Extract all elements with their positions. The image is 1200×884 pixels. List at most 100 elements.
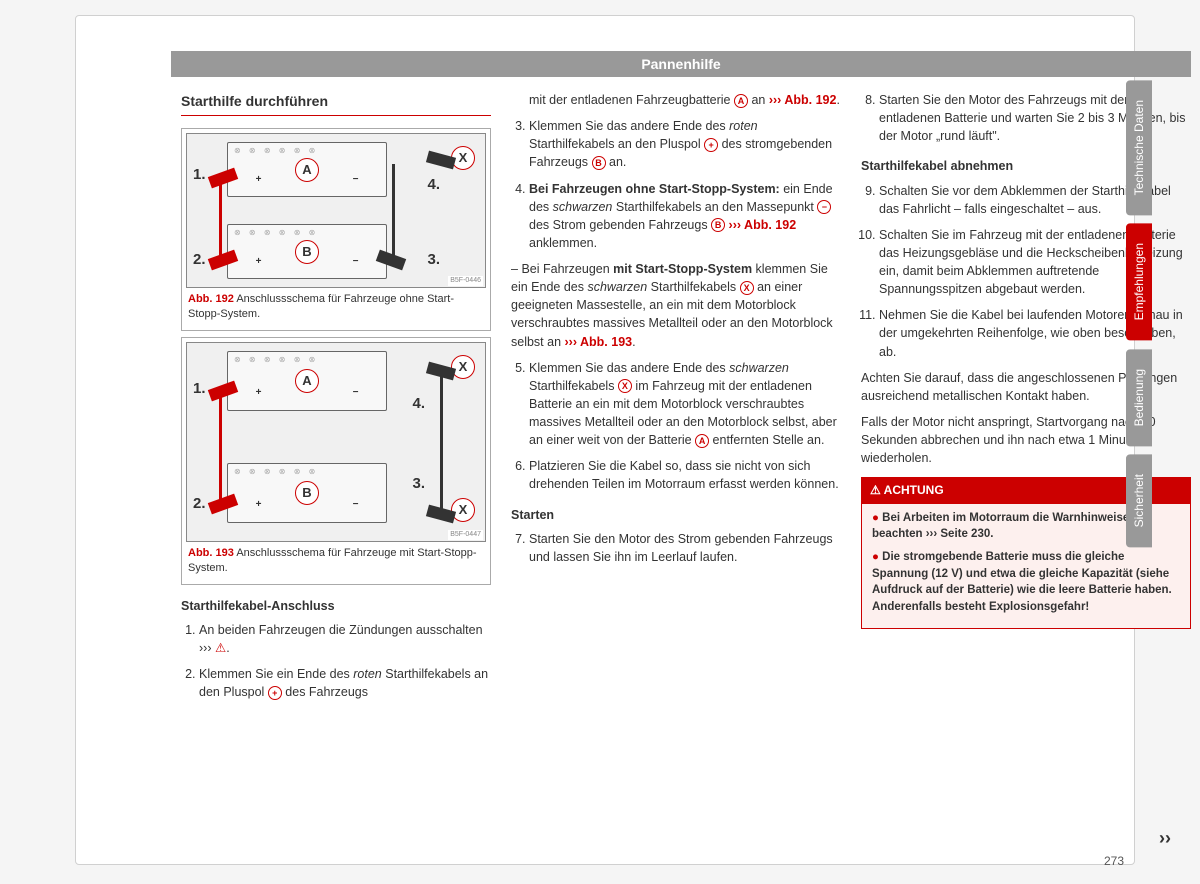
t: Starthilfekabels an den Massepunkt — [612, 200, 817, 214]
t: des Fahrzeugs — [282, 685, 368, 699]
num-3: 3. — [412, 473, 425, 495]
tab-technische-daten[interactable]: Technische Daten — [1126, 80, 1152, 215]
warning-triangle-icon: ⚠ — [215, 641, 226, 655]
battery-cells-icon: ⊗ ⊗ ⊗ ⊗ ⊗ ⊗ — [234, 466, 318, 478]
page-header: Pannenhilfe — [171, 51, 1191, 77]
fig-ref-label: Abb. 192 — [188, 293, 234, 305]
ref-link[interactable]: ››› Abb. 192 — [769, 93, 837, 107]
ref-link[interactable]: ››› Abb. 192 — [729, 218, 797, 232]
plus-terminal: + — [253, 175, 264, 186]
b-circle-icon: B — [711, 218, 725, 232]
num-3: 3. — [427, 249, 440, 271]
column-2: mit der entladenen Fahrzeugbatterie A an… — [511, 91, 841, 861]
num-4: 4. — [427, 174, 440, 196]
t: entfernten Stelle an. — [709, 433, 824, 447]
figure-193: ⊗ ⊗ ⊗ ⊗ ⊗ ⊗ + − A ⊗ ⊗ ⊗ ⊗ ⊗ ⊗ + − B X X — [181, 337, 491, 585]
minus-circle-icon: − — [817, 200, 831, 214]
num-4: 4. — [412, 393, 425, 415]
figure-192-caption: Abb. 192 Anschlussschema für Fahrzeuge o… — [186, 288, 486, 326]
cable-red — [219, 395, 222, 500]
step-2-cont: mit der entladenen Fahrzeugbatterie A an… — [529, 91, 841, 109]
a-circle-icon: A — [695, 434, 709, 448]
battery-cells-icon: ⊗ ⊗ ⊗ ⊗ ⊗ ⊗ — [234, 354, 318, 366]
step-6: Platzieren Sie die Kabel so, dass sie ni… — [529, 457, 841, 493]
t: schwarzen — [553, 200, 613, 214]
step-5: Klemmen Sie das andere Ende des schwarze… — [529, 359, 841, 450]
minus-terminal: − — [350, 500, 361, 511]
ref-link[interactable]: ››› Seite 230 — [926, 528, 991, 540]
plus-circle-icon: + — [704, 138, 718, 152]
steps-list-1: An beiden Fahrzeugen die Zündungen aussc… — [199, 621, 491, 702]
step-3: Klemmen Sie das andere Ende des roten St… — [529, 117, 841, 171]
t: Starthilfekabels an den Pluspol — [529, 137, 704, 151]
step-4: Bei Fahrzeugen ohne Start-Stopp-System: … — [529, 180, 841, 253]
label-x1: X — [451, 355, 475, 379]
t: schwarzen — [729, 361, 789, 375]
t: an — [748, 93, 769, 107]
t: Bei Fahrzeugen — [521, 262, 613, 276]
figure-192: ⊗ ⊗ ⊗ ⊗ ⊗ ⊗ + − A ⊗ ⊗ ⊗ ⊗ ⊗ ⊗ + − B X — [181, 128, 491, 331]
steps-list-3: Klemmen Sie das andere Ende des schwarze… — [529, 359, 841, 494]
t: mit Start-Stopp-System — [613, 262, 752, 276]
continue-arrow-icon: ›› — [1159, 825, 1171, 851]
page-container: Pannenhilfe Starthilfe durchführen ⊗ ⊗ ⊗… — [75, 15, 1135, 865]
x-circle-icon: X — [618, 379, 632, 393]
steps-list-2: Klemmen Sie das andere Ende des roten St… — [529, 117, 841, 252]
battery-cells-icon: ⊗ ⊗ ⊗ ⊗ ⊗ ⊗ — [234, 145, 318, 157]
plus-circle-icon: + — [268, 686, 282, 700]
x-circle-icon: X — [740, 281, 754, 295]
figure-193-caption: Abb. 193 Anschlussschema für Fahrzeuge m… — [186, 542, 486, 580]
dash-item: – Bei Fahrzeugen mit Start-Stopp-System … — [511, 260, 841, 351]
figure-code: B5F-0447 — [448, 530, 483, 540]
t: an. — [606, 155, 627, 169]
num-1: 1. — [193, 164, 206, 186]
t: Klemmen Sie das andere Ende des — [529, 119, 729, 133]
label-b: B — [295, 481, 319, 505]
tab-bedienung[interactable]: Bedienung — [1126, 349, 1152, 446]
figure-code: B5F-0446 — [448, 276, 483, 286]
a-circle-icon: A — [734, 94, 748, 108]
t: Bei Arbeiten im Motorraum die Warnhinwei… — [872, 512, 1129, 541]
subhead-anschluss: Starthilfekabel-Anschluss — [181, 597, 491, 615]
step-1: An beiden Fahrzeugen die Zündungen aussc… — [199, 621, 491, 657]
minus-terminal: − — [350, 257, 361, 268]
num-2: 2. — [193, 493, 206, 515]
b-circle-icon: B — [592, 156, 606, 170]
fig-ref-label: Abb. 193 — [188, 547, 234, 559]
content-columns: Starthilfe durchführen ⊗ ⊗ ⊗ ⊗ ⊗ ⊗ + − A… — [181, 91, 1181, 861]
figure-192-diagram: ⊗ ⊗ ⊗ ⊗ ⊗ ⊗ + − A ⊗ ⊗ ⊗ ⊗ ⊗ ⊗ + − B X — [186, 133, 486, 288]
t: roten — [729, 119, 758, 133]
plus-terminal: + — [253, 388, 264, 399]
minus-terminal: − — [350, 175, 361, 186]
step-7: Starten Sie den Motor des Strom gebenden… — [529, 530, 841, 566]
t: des Strom gebenden Fahrzeugs — [529, 218, 711, 232]
num-1: 1. — [193, 378, 206, 400]
cable-black — [440, 375, 443, 510]
t: roten — [353, 667, 382, 681]
tab-sicherheit[interactable]: Sicherheit — [1126, 454, 1152, 547]
column-1: Starthilfe durchführen ⊗ ⊗ ⊗ ⊗ ⊗ ⊗ + − A… — [181, 91, 491, 861]
label-x2: X — [451, 498, 475, 522]
section-title: Starthilfe durchführen — [181, 91, 491, 116]
plus-terminal: + — [253, 500, 264, 511]
t: schwarzen — [587, 280, 647, 294]
label-a: A — [295, 369, 319, 393]
plus-terminal: + — [253, 257, 264, 268]
subhead-starten: Starten — [511, 506, 841, 524]
t: Bei Fahrzeugen ohne Start-Stopp-System: — [529, 182, 780, 196]
step-1-text: An beiden Fahrzeugen die Zündungen aussc… — [199, 623, 483, 655]
num-2: 2. — [193, 249, 206, 271]
cable-black — [392, 164, 395, 259]
warning-bullet-2: Die stromgebende Batterie muss die gleic… — [872, 549, 1180, 616]
figure-193-diagram: ⊗ ⊗ ⊗ ⊗ ⊗ ⊗ + − A ⊗ ⊗ ⊗ ⊗ ⊗ ⊗ + − B X X — [186, 342, 486, 542]
t: Starthilfekabels — [529, 379, 618, 393]
t: mit der entladenen Fahrzeugbatterie — [529, 93, 734, 107]
ref-link[interactable]: ››› Abb. 193 — [565, 335, 633, 349]
t: Klemmen Sie ein Ende des — [199, 667, 353, 681]
t: Starthilfekabels — [647, 280, 739, 294]
page-number: 273 — [1104, 854, 1124, 868]
t: Klemmen Sie das andere Ende des — [529, 361, 729, 375]
step-2: Klemmen Sie ein Ende des roten Starthilf… — [199, 665, 491, 701]
tab-empfehlungen[interactable]: Empfehlungen — [1126, 223, 1152, 340]
side-tabs: Technische Daten Empfehlungen Bedienung … — [1126, 80, 1162, 556]
